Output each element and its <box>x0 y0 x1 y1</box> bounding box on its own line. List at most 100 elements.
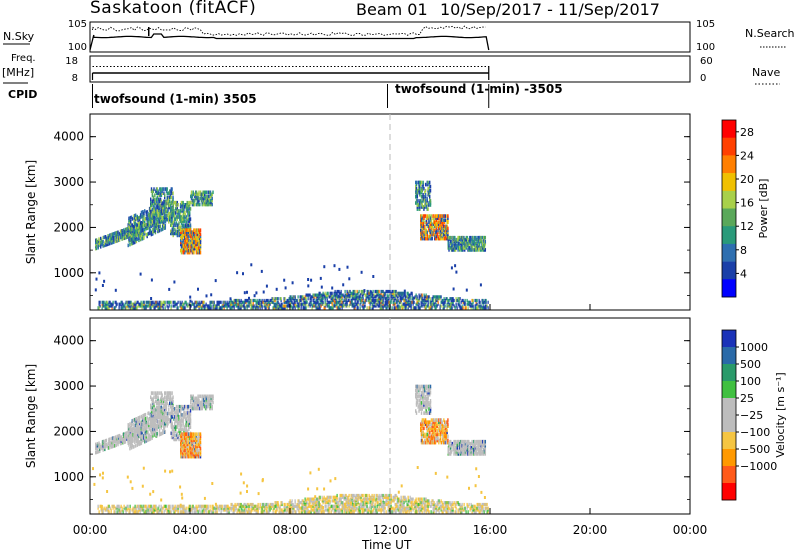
power-cell <box>421 216 424 220</box>
power-cell <box>242 272 244 276</box>
power-cell <box>204 196 207 201</box>
power-cell <box>196 232 198 237</box>
power-cell <box>326 293 328 297</box>
power-cell <box>151 191 154 195</box>
velocity-cell <box>135 434 137 438</box>
power-cell <box>481 306 483 310</box>
power-cell <box>443 228 446 233</box>
power-cell <box>379 295 381 299</box>
power-cell <box>439 234 441 239</box>
power-cell <box>121 231 123 235</box>
power-cell <box>423 304 425 308</box>
power-cell <box>199 248 201 253</box>
power-cell <box>159 213 161 218</box>
velocity-cell <box>130 438 132 442</box>
power-cell <box>205 196 208 201</box>
velocity-cell <box>198 442 200 447</box>
power-cell <box>168 203 170 208</box>
power-cell <box>155 226 157 230</box>
power-cell <box>435 234 438 239</box>
power-cell <box>380 291 382 295</box>
power-cell <box>159 306 161 310</box>
power-cell <box>112 240 114 245</box>
power-cell <box>210 194 213 199</box>
velocity-cell <box>170 431 172 436</box>
power-cell <box>151 232 153 236</box>
power-cell <box>437 220 439 224</box>
power-cell <box>182 238 184 243</box>
power-cell <box>437 236 439 241</box>
power-cell <box>365 295 367 299</box>
power-cell <box>427 298 429 303</box>
power-cell <box>114 237 116 242</box>
power-cell <box>286 298 288 303</box>
velocity-cell <box>159 424 162 428</box>
power-cell <box>405 304 407 308</box>
power-cell <box>422 222 424 227</box>
nsearch-ytick-bottom: 100 <box>696 42 715 53</box>
power-cell <box>331 297 333 301</box>
power-cell <box>150 297 153 300</box>
power-cell <box>321 293 323 297</box>
power-cell <box>163 201 165 206</box>
velocity-cell <box>134 417 137 422</box>
power-cell <box>443 230 446 235</box>
velocity-cell <box>139 441 142 446</box>
power-cell <box>162 203 164 208</box>
power-cell <box>430 214 433 218</box>
power-cell <box>228 300 230 304</box>
velocity-cell <box>157 419 159 424</box>
velocity-cell <box>137 430 139 435</box>
power-cell <box>429 220 431 224</box>
power-cell <box>339 298 341 303</box>
power-cell <box>427 216 429 220</box>
power-cell <box>385 300 387 304</box>
velocity-cell <box>184 438 186 443</box>
power-colorbar-label: 12 <box>740 220 754 233</box>
velocity-cell <box>180 404 183 409</box>
power-cell <box>134 222 136 226</box>
power-cell <box>352 304 354 308</box>
power-cell <box>255 306 257 310</box>
power-cell <box>448 235 450 240</box>
velocity-cell <box>152 413 154 418</box>
velocity-cell <box>137 440 139 445</box>
power-cell <box>188 219 190 223</box>
power-cell <box>100 236 102 241</box>
power-cell <box>410 291 412 295</box>
power-cell <box>196 300 198 304</box>
velocity-cell <box>157 405 159 410</box>
velocity-cell <box>181 450 184 455</box>
power-cell <box>148 213 151 217</box>
power-cell <box>101 304 103 308</box>
velocity-cell <box>166 413 168 418</box>
power-cell <box>247 298 249 303</box>
power-cell <box>198 192 200 197</box>
velocity-cell <box>153 401 155 406</box>
power-cell <box>477 306 479 310</box>
power-cell <box>278 306 280 310</box>
power-cell <box>342 302 344 306</box>
velocity-cell <box>198 406 200 411</box>
velocity-cell <box>145 439 148 443</box>
power-cell <box>170 189 173 193</box>
power-cell <box>418 199 420 203</box>
power-cell <box>179 205 182 209</box>
power-cell <box>152 300 154 304</box>
power-cell <box>104 243 107 247</box>
velocity-cell <box>133 428 135 433</box>
power-cell <box>313 300 315 304</box>
power-cell <box>160 304 162 308</box>
power-cell <box>404 291 406 295</box>
power-cell <box>95 246 97 251</box>
power-cell <box>137 228 139 233</box>
power-cell <box>289 298 291 303</box>
velocity-cell <box>174 415 177 419</box>
power-cell <box>207 306 209 310</box>
power-cell <box>435 297 437 301</box>
velocity-cell <box>211 406 213 411</box>
power-cell <box>203 196 205 201</box>
power-cell <box>466 242 468 246</box>
power-cell <box>280 306 282 310</box>
power-cell <box>191 194 194 199</box>
